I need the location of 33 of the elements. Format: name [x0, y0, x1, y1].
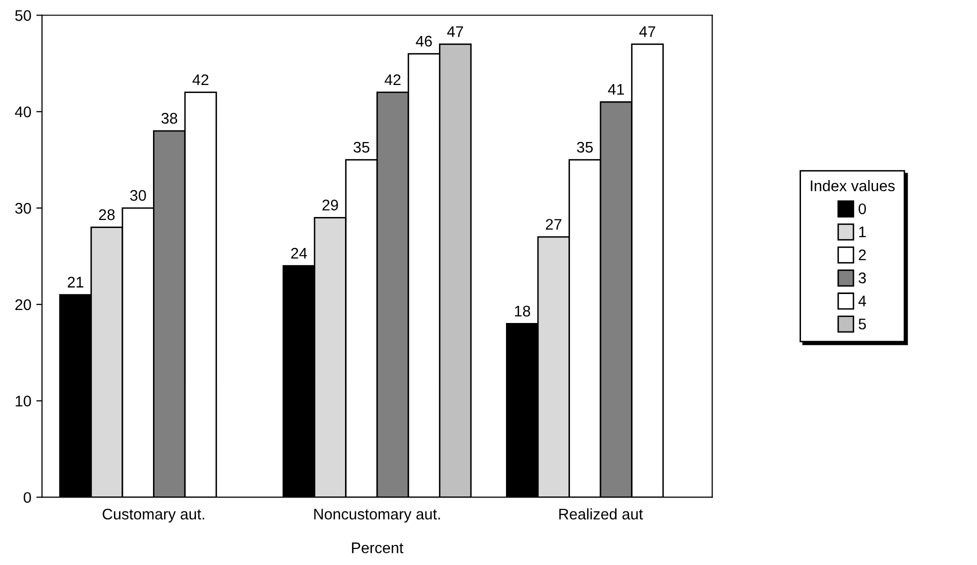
- data-label: 28: [99, 209, 115, 220]
- legend-label: 3: [858, 272, 866, 284]
- data-label: 30: [130, 190, 146, 201]
- data-label: 35: [576, 142, 593, 153]
- legend-label: 2: [858, 250, 866, 260]
- data-label: 29: [322, 200, 338, 210]
- x-tick-label: Customary aut.: [102, 508, 204, 523]
- data-label: 47: [639, 26, 656, 37]
- y-tick-label: 30: [15, 202, 31, 214]
- y-tick-label: 20: [15, 299, 31, 310]
- y-tick-label: 50: [15, 10, 31, 21]
- y-tick-label: 10: [16, 396, 31, 406]
- data-label: 35: [354, 142, 370, 153]
- legend-title: Index values: [810, 180, 895, 192]
- data-label: 47: [447, 26, 464, 37]
- legend-label: 0: [858, 203, 866, 214]
- y-tick-label: 0: [24, 492, 31, 503]
- data-label: 38: [161, 112, 178, 124]
- x-tick-label: Noncustomary aut.: [314, 508, 440, 523]
- data-label: 18: [515, 306, 530, 317]
- x-tick-label: Realized aut: [559, 508, 643, 520]
- data-label: 42: [384, 74, 400, 86]
- data-label: 42: [192, 74, 208, 86]
- x-axis-title: Percent: [352, 542, 404, 554]
- legend-label: 4: [858, 296, 866, 306]
- legend-label: 5: [858, 318, 866, 330]
- y-tick-label: 40: [14, 106, 31, 118]
- data-label: 46: [416, 36, 432, 47]
- data-label: 24: [291, 248, 307, 259]
- data-label: 21: [68, 276, 84, 288]
- data-label: 27: [546, 218, 562, 230]
- data-label: 41: [608, 84, 624, 95]
- legend-label: 1: [859, 226, 866, 238]
